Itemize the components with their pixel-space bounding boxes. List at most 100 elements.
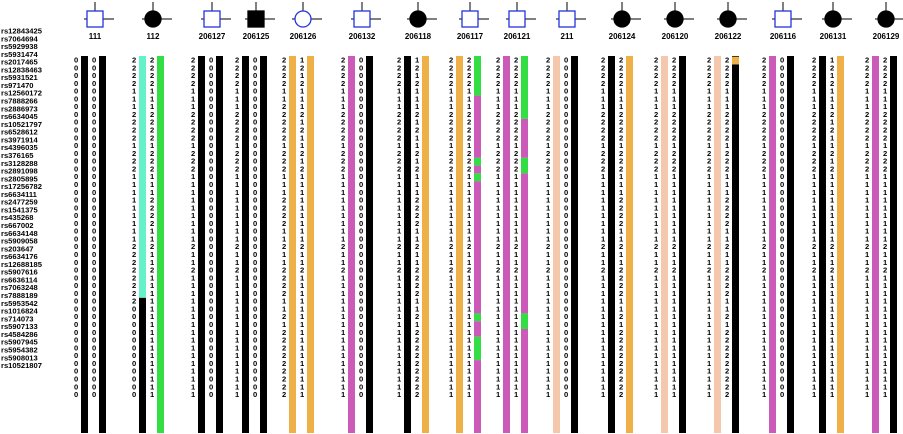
allele-value: 2 — [235, 56, 239, 65]
affected-female-symbol[interactable] — [613, 10, 631, 28]
allele-value: 1 — [467, 289, 472, 298]
haplotype-bar-2 — [837, 56, 844, 433]
allele-value: 1 — [883, 227, 888, 236]
allele-value: 0 — [209, 234, 213, 243]
allele-value: 2 — [132, 110, 136, 119]
allele-value: 2 — [883, 126, 887, 135]
allele-value: 1 — [415, 234, 420, 243]
allele-value: 1 — [514, 234, 519, 243]
allele-value: 1 — [601, 102, 606, 111]
allele-value: 1 — [707, 172, 712, 181]
allele-value: 1 — [883, 102, 888, 111]
allele-value: 2 — [449, 79, 453, 88]
affected-female-symbol[interactable] — [144, 10, 162, 28]
allele-value: 2 — [762, 242, 766, 251]
affected-female-symbol[interactable] — [666, 10, 684, 28]
allele-value: 0 — [359, 351, 363, 360]
affected-female-symbol[interactable] — [409, 10, 427, 28]
male-symbol[interactable] — [203, 10, 221, 28]
allele-value: 1 — [467, 180, 472, 189]
allele-value: 0 — [564, 94, 568, 103]
allele-value: 2 — [672, 118, 676, 127]
haplotype-112: 2 22 22 22 21 11 11 12 22 22 22 21 12 22 22 21 11 11 11 21 2… — [132, 56, 164, 433]
allele-value: 1 — [341, 320, 346, 329]
allele-value: 2 — [883, 56, 887, 65]
affected-male-symbol[interactable] — [247, 10, 265, 28]
affected-female-symbol[interactable] — [719, 10, 737, 28]
affected-female-symbol[interactable] — [877, 10, 895, 28]
snp-label: rs376165 — [1, 151, 34, 160]
allele-value: 1 — [812, 87, 817, 96]
allele-value: 1 — [654, 172, 659, 181]
allele-value: 1 — [341, 359, 346, 368]
allele-value: 1 — [619, 234, 624, 243]
allele-value: 0 — [253, 289, 257, 298]
allele-value: 2 — [150, 56, 154, 65]
allele-value: 1 — [282, 94, 287, 103]
snp-label: rs12560172 — [1, 89, 42, 98]
allele-value: 0 — [780, 79, 784, 88]
allele-value: 2 — [654, 110, 658, 119]
allele-value: 1 — [449, 273, 454, 282]
male-symbol[interactable] — [508, 10, 526, 28]
allele-value: 2 — [300, 242, 304, 251]
allele-value: 1 — [514, 196, 519, 205]
allele-value: 1 — [191, 351, 196, 360]
allele-value: 1 — [467, 219, 472, 228]
allele-value: 2 — [725, 196, 729, 205]
male-symbol[interactable] — [558, 10, 576, 28]
allele-value: 1 — [397, 172, 402, 181]
male-symbol[interactable] — [353, 10, 371, 28]
male-symbol[interactable] — [461, 10, 479, 28]
allele-value: 1 — [883, 203, 888, 212]
male-symbol[interactable] — [86, 10, 104, 28]
allele-value: 2 — [496, 149, 500, 158]
allele-value: 0 — [92, 281, 96, 290]
allele-value: 2 — [150, 211, 154, 220]
allele-value: 1 — [514, 258, 519, 267]
affected-female-symbol[interactable] — [824, 10, 842, 28]
allele-value: 0 — [209, 359, 213, 368]
allele-value: 2 — [812, 118, 816, 127]
allele-value: 1 — [191, 390, 196, 399]
allele-value: 2 — [514, 126, 518, 135]
allele-value: 0 — [74, 312, 78, 321]
allele-value: 0 — [253, 328, 257, 337]
allele-value: 1 — [672, 273, 677, 282]
allele-value: 0 — [253, 118, 257, 127]
allele-value: 2 — [235, 133, 239, 142]
allele-value: 0 — [92, 343, 96, 352]
allele-value: 1 — [619, 188, 624, 197]
allele-value: 0 — [780, 110, 784, 119]
allele-value: 1 — [235, 250, 240, 259]
haplotype-bar-1 — [289, 56, 296, 433]
allele-value: 1 — [865, 281, 870, 290]
allele-value: 1 — [282, 141, 287, 150]
female-symbol[interactable] — [294, 10, 312, 28]
allele-value: 2 — [341, 56, 345, 65]
allele-value: 2 — [449, 118, 453, 127]
allele-value: 1 — [865, 374, 870, 383]
allele-value: 2 — [725, 343, 729, 352]
male-symbol[interactable] — [774, 10, 792, 28]
allele-value: 2 — [546, 149, 550, 158]
allele-value: 0 — [92, 328, 96, 337]
allele-value: 1 — [707, 180, 712, 189]
allele-value: 2 — [601, 126, 605, 135]
allele-value: 0 — [253, 390, 257, 399]
allele-value: 1 — [514, 219, 519, 228]
allele-value: 1 — [830, 94, 835, 103]
allele-value: 1 — [496, 141, 501, 150]
allele-value: 1 — [132, 203, 137, 212]
allele-value: 2 — [496, 266, 500, 275]
allele-value: 2 — [282, 102, 286, 111]
allele-value: 1 — [282, 188, 287, 197]
allele-value: 2 — [725, 390, 729, 399]
allele-value: 2 — [496, 157, 500, 166]
allele-value: 2 — [619, 289, 623, 298]
allele-value: 1 — [397, 188, 402, 197]
allele-value: 0 — [253, 164, 257, 173]
allele-value: 0 — [780, 312, 784, 321]
allele-value: 2 — [282, 157, 286, 166]
allele-value: 1 — [546, 289, 551, 298]
